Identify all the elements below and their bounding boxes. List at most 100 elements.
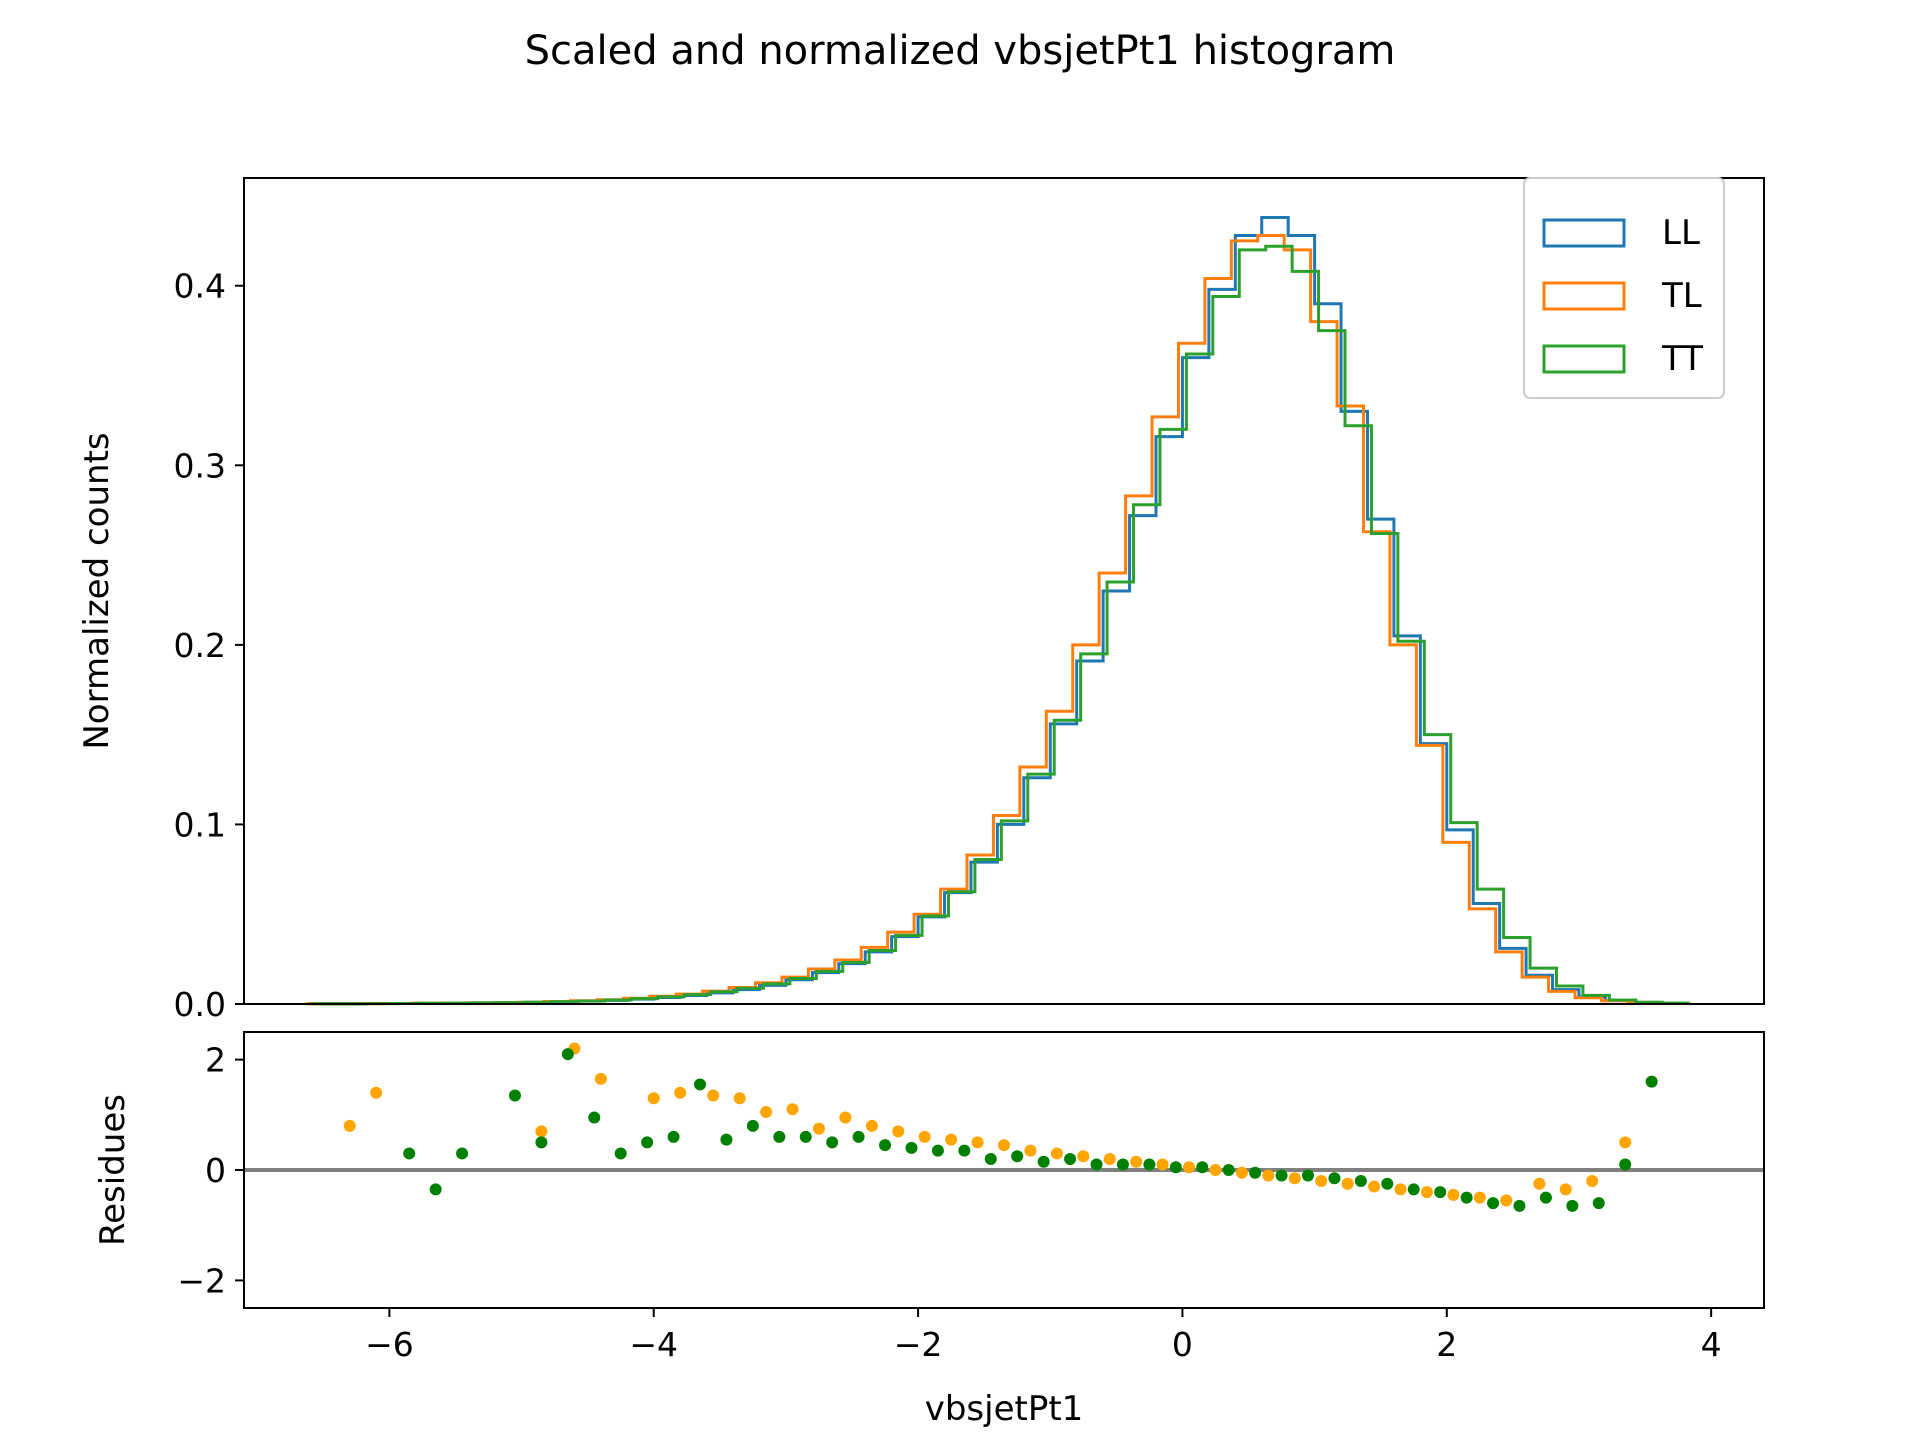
legend-swatch-tl	[1542, 281, 1626, 311]
residue-point-tt	[1196, 1161, 1209, 1174]
residue-point-tt	[641, 1136, 654, 1149]
histogram-y-tick-label: 0.2	[174, 626, 226, 665]
residue-point-tl	[812, 1122, 825, 1135]
residue-point-tt	[1487, 1197, 1500, 1210]
residue-point-tl	[1533, 1177, 1546, 1190]
legend-entry-tl: TL	[1542, 276, 1702, 316]
residue-point-tt	[720, 1133, 733, 1146]
residue-point-tl	[1103, 1152, 1116, 1165]
histogram-y-tick-label: 0.0	[174, 985, 226, 1024]
residue-point-tl	[1288, 1172, 1301, 1185]
residue-point-tl	[998, 1139, 1010, 1152]
residue-point-tl	[733, 1092, 746, 1105]
residue-point-tl	[1473, 1191, 1486, 1204]
residue-point-tt	[931, 1144, 944, 1157]
legend: LL TL TT	[1523, 177, 1725, 399]
residue-point-tt	[1249, 1166, 1262, 1179]
residue-point-tl	[1024, 1144, 1037, 1157]
histogram-y-axis-label: Normalized counts	[77, 432, 117, 749]
residues-panel: −2 0 2 −6 −4 −2 0 2 4 Residues vbsjetPt1	[93, 1031, 1765, 1429]
legend-entry-tt: TT	[1542, 339, 1703, 379]
residue-point-tt	[1407, 1183, 1420, 1196]
residue-point-tt	[1354, 1175, 1367, 1188]
histogram-frame	[243, 177, 1765, 1005]
residues-y-tick-label: 2	[205, 1041, 226, 1080]
residue-point-tl	[1394, 1183, 1407, 1196]
residue-point-tl	[1209, 1164, 1222, 1176]
residue-point-tt	[667, 1130, 680, 1143]
legend-swatch-tt	[1542, 344, 1626, 374]
residue-point-tl	[1341, 1177, 1354, 1190]
residue-point-tl	[1262, 1169, 1275, 1182]
residue-point-tl	[760, 1106, 773, 1119]
residue-point-tl	[1156, 1158, 1169, 1171]
histogram-y-ticks: 0.0 0.1 0.2 0.3 0.4	[174, 267, 244, 1024]
residue-point-tt	[1539, 1191, 1552, 1204]
residue-point-tt	[984, 1152, 997, 1165]
residue-point-tt	[535, 1136, 548, 1149]
residue-point-tl	[865, 1119, 878, 1132]
residue-point-tt	[561, 1048, 574, 1061]
residue-point-tl	[1368, 1180, 1381, 1193]
residue-point-tl	[1050, 1147, 1063, 1160]
residue-point-tl	[1619, 1136, 1632, 1149]
x-tick-label: −2	[894, 1325, 943, 1364]
residue-point-tt	[1169, 1161, 1182, 1174]
residue-point-tt	[1566, 1199, 1579, 1212]
residue-point-tt	[614, 1147, 627, 1160]
residue-point-tl	[786, 1103, 799, 1116]
legend-entry-ll: LL	[1542, 213, 1700, 253]
residue-points	[343, 1042, 1658, 1212]
residue-point-tl	[839, 1111, 852, 1124]
residue-point-tl	[1130, 1155, 1143, 1168]
residues-y-ticks: −2 0 2	[177, 1041, 244, 1300]
residue-point-tt	[1592, 1197, 1605, 1210]
residue-point-tl	[1183, 1161, 1196, 1174]
x-tick-label: −4	[629, 1325, 678, 1364]
residues-y-tick-label: −2	[177, 1261, 226, 1300]
residue-point-tt	[1011, 1150, 1024, 1163]
residue-point-tt	[1381, 1177, 1394, 1190]
residue-point-tt	[429, 1183, 442, 1196]
residue-point-tt	[456, 1147, 469, 1160]
residue-point-tt	[588, 1111, 601, 1124]
residue-point-tt	[1302, 1169, 1314, 1182]
residue-point-tt	[1275, 1169, 1288, 1182]
residue-point-tl	[343, 1119, 356, 1132]
residue-point-tl	[594, 1072, 607, 1085]
histogram-panel: 0.0 0.1 0.2 0.3 0.4 Normalized counts LL TL …	[77, 177, 1765, 1024]
residue-point-tl	[1559, 1183, 1572, 1196]
x-tick-label: 0	[1172, 1325, 1193, 1364]
residue-point-tl	[535, 1125, 548, 1138]
residue-point-tt	[852, 1130, 865, 1143]
legend-swatch-ll	[1542, 218, 1626, 248]
residue-point-tl	[1420, 1186, 1433, 1199]
residue-point-tt	[1619, 1158, 1632, 1171]
residue-point-tt	[1328, 1172, 1341, 1185]
x-axis-label: vbsjetPt1	[925, 1389, 1084, 1429]
residue-point-tt	[773, 1130, 786, 1143]
residue-point-tt	[1064, 1152, 1077, 1165]
residue-point-tt	[958, 1144, 971, 1157]
residue-point-tl	[1447, 1188, 1460, 1201]
x-tick-label: −6	[365, 1325, 414, 1364]
x-tick-label: 4	[1701, 1325, 1722, 1364]
residue-point-tl	[1235, 1166, 1248, 1179]
residue-point-tt	[905, 1141, 918, 1154]
residues-x-ticks: −6 −4 −2 0 2 4	[365, 1308, 1722, 1364]
figure-title: Scaled and normalized vbsjetPt1 histogra…	[525, 28, 1396, 74]
residue-point-tt	[508, 1089, 521, 1102]
residue-point-tl	[892, 1125, 905, 1138]
residue-point-tt	[1037, 1155, 1050, 1168]
histogram-y-tick-label: 0.4	[174, 267, 226, 306]
residue-point-tl	[1077, 1150, 1090, 1163]
residue-point-tt	[799, 1130, 812, 1143]
residue-point-tt	[826, 1136, 839, 1149]
residues-y-axis-label: Residues	[93, 1094, 133, 1246]
residue-point-tl	[945, 1133, 958, 1146]
residue-point-tl	[674, 1086, 687, 1099]
residue-point-tl	[370, 1086, 383, 1099]
x-tick-label: 2	[1436, 1325, 1457, 1364]
legend-label-tl: TL	[1661, 276, 1702, 316]
residue-point-tt	[1222, 1164, 1235, 1176]
